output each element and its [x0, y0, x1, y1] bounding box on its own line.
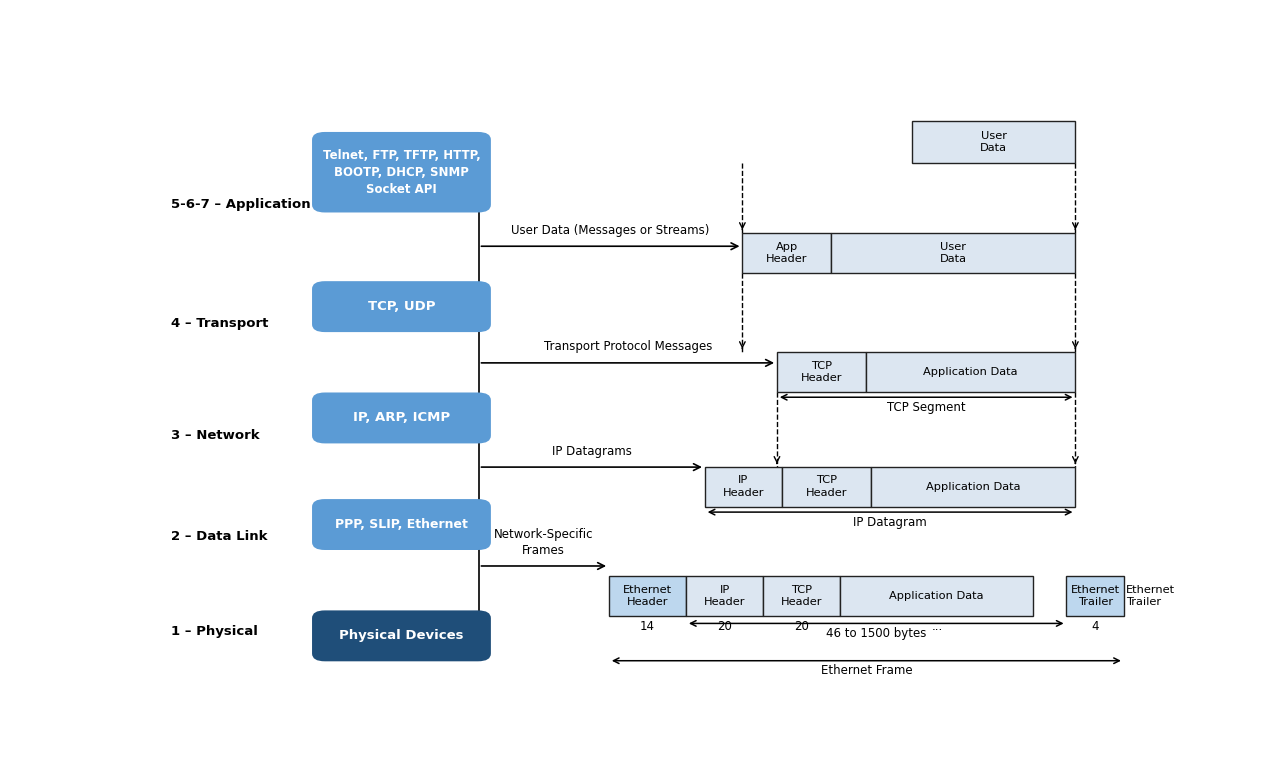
Text: IP
Header: IP Header — [723, 475, 764, 498]
Text: TCP, UDP: TCP, UDP — [367, 300, 435, 313]
Text: 4: 4 — [1091, 621, 1099, 634]
Bar — [764, 576, 840, 616]
FancyBboxPatch shape — [312, 499, 491, 550]
Text: 3 – Network: 3 – Network — [171, 429, 260, 442]
Bar — [609, 576, 686, 616]
Text: Telnet, FTP, TFTP, HTTP,
BOOTP, DHCP, SNMP
Socket API: Telnet, FTP, TFTP, HTTP, BOOTP, DHCP, SN… — [323, 148, 481, 196]
Bar — [782, 467, 871, 507]
Text: 1 – Physical: 1 – Physical — [171, 624, 258, 638]
FancyBboxPatch shape — [312, 611, 491, 661]
Text: TCP
Header: TCP Header — [780, 585, 822, 608]
Bar — [866, 351, 1075, 392]
Bar — [686, 576, 764, 616]
Text: App
Header: App Header — [766, 241, 807, 264]
Text: 20: 20 — [794, 621, 810, 634]
Bar — [913, 121, 1075, 163]
Text: 5-6-7 – Application: 5-6-7 – Application — [171, 198, 311, 211]
Text: TCP Segment: TCP Segment — [887, 401, 965, 414]
Bar — [705, 467, 782, 507]
Text: 14: 14 — [640, 621, 655, 634]
Text: PPP, SLIP, Ethernet: PPP, SLIP, Ethernet — [335, 518, 468, 531]
Text: TCP
Header: TCP Header — [801, 361, 843, 383]
Bar — [840, 576, 1033, 616]
Bar — [871, 467, 1075, 507]
Text: 4 – Transport: 4 – Transport — [171, 317, 269, 330]
Text: Ethernet
Trailer: Ethernet Trailer — [1071, 585, 1119, 608]
Text: Ethernet
Trailer: Ethernet Trailer — [1126, 585, 1174, 607]
Bar — [831, 232, 1075, 273]
Text: IP, ARP, ICMP: IP, ARP, ICMP — [353, 411, 450, 424]
Text: Transport Protocol Messages: Transport Protocol Messages — [543, 341, 711, 354]
Text: IP Datagram: IP Datagram — [853, 516, 927, 528]
Text: User
Data: User Data — [980, 131, 1007, 153]
Text: ...: ... — [932, 621, 942, 634]
Text: 20: 20 — [717, 621, 732, 634]
Text: User
Data: User Data — [940, 241, 966, 264]
FancyBboxPatch shape — [312, 281, 491, 332]
FancyBboxPatch shape — [312, 132, 491, 212]
Text: User Data (Messages or Streams): User Data (Messages or Streams) — [511, 224, 710, 237]
Text: 46 to 1500 bytes: 46 to 1500 bytes — [826, 627, 927, 640]
Text: Application Data: Application Data — [923, 367, 1017, 377]
FancyBboxPatch shape — [312, 392, 491, 444]
Text: 2 – Data Link: 2 – Data Link — [171, 530, 268, 543]
Text: Application Data: Application Data — [926, 481, 1020, 491]
Text: Network-Specific
Frames: Network-Specific Frames — [493, 528, 593, 557]
Bar — [776, 351, 866, 392]
Bar — [742, 232, 831, 273]
Text: Application Data: Application Data — [889, 591, 984, 601]
Text: Ethernet
Header: Ethernet Header — [623, 585, 672, 608]
Text: IP Datagrams: IP Datagrams — [552, 444, 631, 458]
Text: TCP
Header: TCP Header — [806, 475, 847, 498]
Bar — [1066, 576, 1123, 616]
Text: Ethernet Frame: Ethernet Frame — [821, 664, 912, 677]
Text: Physical Devices: Physical Devices — [339, 629, 464, 642]
Text: IP
Header: IP Header — [704, 585, 746, 608]
